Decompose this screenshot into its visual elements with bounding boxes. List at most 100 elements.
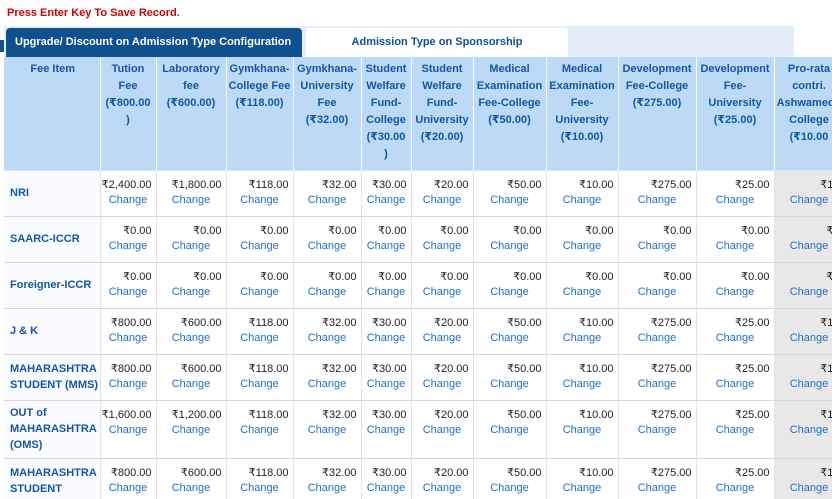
change-link[interactable]: Change bbox=[422, 481, 462, 494]
change-link[interactable]: Change bbox=[171, 423, 211, 436]
fee-cell: ₹32.00 Change bbox=[293, 354, 362, 401]
change-link[interactable]: Change bbox=[307, 193, 347, 206]
fee-cell: ₹275.00 Change bbox=[618, 400, 697, 459]
change-link[interactable]: Change bbox=[490, 331, 529, 344]
change-link[interactable]: Change bbox=[715, 481, 755, 494]
change-link[interactable]: Change bbox=[108, 285, 148, 298]
change-link[interactable]: Change bbox=[422, 239, 462, 252]
change-link[interactable]: Change bbox=[171, 331, 211, 344]
change-link[interactable]: Change bbox=[562, 481, 602, 494]
change-link[interactable]: Change bbox=[240, 481, 279, 494]
change-link[interactable]: Change bbox=[789, 193, 829, 206]
change-link[interactable]: Change bbox=[108, 423, 148, 436]
change-link[interactable]: Change bbox=[108, 481, 148, 494]
change-link[interactable]: Change bbox=[422, 377, 462, 390]
change-link[interactable]: Change bbox=[240, 239, 279, 252]
change-link[interactable]: Change bbox=[789, 239, 829, 252]
fee-cell: ₹0.00 Change bbox=[293, 262, 362, 309]
change-link[interactable]: Change bbox=[422, 285, 462, 298]
change-link[interactable]: Change bbox=[108, 193, 148, 206]
change-link[interactable]: Change bbox=[240, 193, 279, 206]
change-link[interactable]: Change bbox=[366, 239, 406, 252]
change-link[interactable]: Change bbox=[490, 193, 529, 206]
change-link[interactable]: Change bbox=[366, 481, 406, 494]
change-link[interactable]: Change bbox=[490, 377, 529, 390]
change-link[interactable]: Change bbox=[307, 481, 347, 494]
tab-upgrade-discount[interactable]: Upgrade/ Discount on Admission Type Conf… bbox=[6, 28, 302, 74]
change-link[interactable]: Change bbox=[108, 331, 148, 344]
fee-grid: Fee Item Tution Fee (₹800.00 ) Laborator… bbox=[4, 57, 832, 499]
change-link[interactable]: Change bbox=[637, 285, 677, 298]
change-link[interactable]: Change bbox=[562, 331, 602, 344]
change-link[interactable]: Change bbox=[171, 193, 211, 206]
change-link[interactable]: Change bbox=[715, 331, 755, 344]
change-link[interactable]: Change bbox=[171, 481, 211, 494]
fee-cell: ₹20.00 Change bbox=[411, 170, 474, 217]
change-link[interactable]: Change bbox=[789, 481, 829, 494]
change-link[interactable]: Change bbox=[562, 193, 602, 206]
change-link[interactable]: Change bbox=[490, 239, 529, 252]
fee-amount: ₹30.00 bbox=[371, 316, 407, 329]
change-link[interactable]: Change bbox=[307, 377, 347, 390]
fee-cell: ₹20.00 Change bbox=[411, 308, 474, 355]
change-link[interactable]: Change bbox=[240, 377, 279, 390]
change-link[interactable]: Change bbox=[366, 423, 406, 436]
change-link[interactable]: Change bbox=[422, 193, 462, 206]
change-link[interactable]: Change bbox=[715, 239, 755, 252]
change-link[interactable]: Change bbox=[366, 331, 406, 344]
change-link[interactable]: Change bbox=[789, 285, 829, 298]
fee-amount: ₹25.00 bbox=[734, 362, 770, 375]
change-link[interactable]: Change bbox=[715, 377, 755, 390]
change-link[interactable]: Change bbox=[789, 423, 829, 436]
change-link[interactable]: Change bbox=[490, 481, 529, 494]
change-link[interactable]: Change bbox=[307, 331, 347, 344]
change-link[interactable]: Change bbox=[171, 377, 211, 390]
change-link[interactable]: Change bbox=[307, 423, 347, 436]
change-link[interactable]: Change bbox=[490, 423, 529, 436]
fee-amount: ₹1,200.00 bbox=[171, 408, 222, 421]
change-link[interactable]: Change bbox=[171, 285, 211, 298]
change-link[interactable]: Change bbox=[490, 285, 529, 298]
fee-amount: ₹0.00 bbox=[123, 270, 152, 283]
fee-amount: ₹0.00 bbox=[260, 270, 289, 283]
change-link[interactable]: Change bbox=[171, 239, 211, 252]
change-link[interactable]: Change bbox=[562, 239, 602, 252]
col-student-welfare-college: Student Welfare Fund-College (₹30.00 ) bbox=[361, 57, 412, 171]
change-link[interactable]: Change bbox=[108, 239, 148, 252]
fee-cell: ₹10 Change bbox=[774, 308, 832, 355]
change-link[interactable]: Change bbox=[637, 239, 677, 252]
change-link[interactable]: Change bbox=[366, 193, 406, 206]
change-link[interactable]: Change bbox=[366, 285, 406, 298]
change-link[interactable]: Change bbox=[637, 423, 677, 436]
fee-amount: ₹30.00 bbox=[371, 408, 407, 421]
table-row: Foreigner-ICCR ₹0.00 Change ₹0.00 Change ₹… bbox=[4, 262, 832, 309]
change-link[interactable]: Change bbox=[715, 193, 755, 206]
change-link[interactable]: Change bbox=[240, 331, 279, 344]
change-link[interactable]: Change bbox=[307, 239, 347, 252]
change-link[interactable]: Change bbox=[789, 377, 829, 390]
change-link[interactable]: Change bbox=[422, 331, 462, 344]
fee-grid-container[interactable]: Fee Item Tution Fee (₹800.00 ) Laborator… bbox=[4, 57, 832, 499]
fee-cell: ₹10 Change bbox=[774, 400, 832, 459]
change-link[interactable]: Change bbox=[637, 331, 677, 344]
change-link[interactable]: Change bbox=[715, 423, 755, 436]
change-link[interactable]: Change bbox=[562, 423, 602, 436]
change-link[interactable]: Change bbox=[307, 285, 347, 298]
change-link[interactable]: Change bbox=[789, 331, 829, 344]
change-link[interactable]: Change bbox=[240, 423, 279, 436]
change-link[interactable]: Change bbox=[637, 377, 677, 390]
change-link[interactable]: Change bbox=[562, 285, 602, 298]
col-development-university: Development Fee-University (₹25.00) bbox=[696, 57, 775, 171]
fee-amount: ₹0.00 bbox=[741, 270, 770, 283]
change-link[interactable]: Change bbox=[240, 285, 279, 298]
change-link[interactable]: Change bbox=[366, 377, 406, 390]
change-link[interactable]: Change bbox=[108, 377, 148, 390]
change-link[interactable]: Change bbox=[637, 193, 677, 206]
fee-cell: ₹0.00 Change bbox=[473, 262, 547, 309]
change-link[interactable]: Change bbox=[562, 377, 602, 390]
tab-sponsorship[interactable]: Admission Type on Sponsorship Configurat… bbox=[306, 28, 568, 77]
change-link[interactable]: Change bbox=[637, 481, 677, 494]
change-link[interactable]: Change bbox=[715, 285, 755, 298]
row-label: OUT of MAHARASHTRA (OMS) bbox=[4, 400, 101, 459]
change-link[interactable]: Change bbox=[422, 423, 462, 436]
